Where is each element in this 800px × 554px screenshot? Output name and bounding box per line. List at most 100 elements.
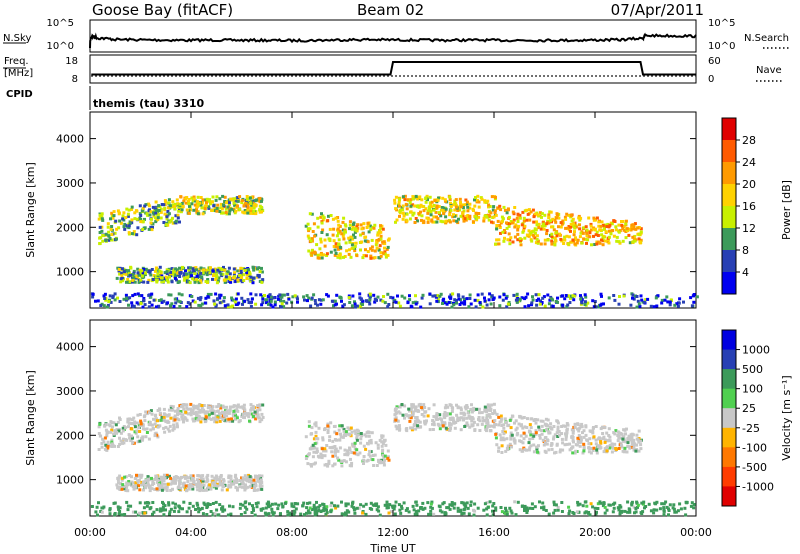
velocity-cell-1781 (181, 507, 184, 511)
power-cell-860 (140, 269, 144, 273)
power-cell-1077 (377, 238, 381, 242)
velocity-cell-805 (169, 488, 173, 492)
velocity-cell-751 (186, 483, 190, 487)
velocity-cell-1945 (194, 508, 197, 511)
power-cell-1108 (457, 217, 460, 221)
power-cell-694 (191, 277, 195, 281)
velocity-cell-1769 (532, 450, 536, 454)
velocity-cell-1899 (231, 505, 235, 509)
power-cell-1691 (533, 212, 537, 216)
velocity-cell-2186 (100, 510, 104, 514)
velocity-cell-1813 (95, 505, 99, 509)
velocity-cell-2289 (220, 507, 224, 511)
velocity-cell-409 (211, 416, 215, 420)
power-cell-732 (193, 271, 197, 275)
power-cell-2163 (373, 300, 377, 304)
velocity-cell-1946 (630, 500, 634, 504)
velocity-cell-1314 (477, 417, 480, 421)
power-cell-99 (112, 214, 116, 218)
velocity-cell-191 (124, 426, 128, 430)
power-cell-1707 (525, 208, 529, 212)
power-cell-2299 (488, 292, 492, 296)
power-cell-933 (336, 255, 340, 259)
velocity-cell-1840 (440, 510, 444, 514)
power-cell-1368 (444, 207, 448, 211)
power-cell-1732 (555, 212, 559, 216)
power-cell-1992 (485, 303, 489, 307)
velocity-cell-791 (182, 475, 186, 479)
power-cell-879 (332, 245, 336, 248)
power-cell-1069 (348, 240, 352, 244)
power-cell-2140 (191, 299, 195, 303)
power-cell-78 (134, 209, 138, 213)
velocity-cell-2235 (271, 513, 275, 517)
velocity-cell-2126 (617, 508, 621, 512)
power-cell-607 (171, 272, 175, 276)
velocity-cell-848 (117, 485, 121, 489)
velocity-cell-995 (356, 453, 360, 457)
power-cell-2254 (103, 297, 107, 300)
power-cell-90 (106, 222, 110, 226)
velocity-cell-1138 (409, 426, 413, 430)
velocity-cell-1448 (535, 445, 538, 449)
power-cell-2128 (389, 295, 393, 299)
power-cell-213 (156, 216, 160, 220)
power-cell-1906 (142, 297, 146, 300)
velocity-cell-1058 (383, 454, 387, 458)
velocity-cell-1022 (365, 459, 369, 463)
power-cell-1613 (497, 238, 501, 242)
velocity-cell-171 (104, 443, 108, 447)
velocity-cell-2292 (134, 510, 138, 514)
power-cell-1466 (628, 241, 632, 245)
velocity-cell-446 (195, 414, 199, 418)
velocity-cell-1066 (313, 422, 317, 426)
velocity-cell-1018 (323, 454, 327, 458)
velocity-cell-1355 (417, 420, 421, 424)
velocity-cell-830 (118, 474, 122, 478)
power-cell-1844 (408, 294, 411, 298)
power-cell-1422 (580, 241, 584, 245)
velocity-cell-1056 (314, 424, 318, 428)
power-cell-183 (143, 204, 147, 208)
velocity-cell-838 (191, 476, 194, 480)
power-cell-2220 (635, 305, 639, 309)
velocity-cell-889 (327, 462, 331, 466)
power-cell-147 (138, 204, 142, 208)
power-cell-1915 (644, 298, 648, 302)
power-cell-2132 (646, 297, 650, 301)
power-cell-1542 (584, 225, 588, 229)
velocity-cell-1762 (528, 430, 532, 434)
power-cell-2009 (333, 299, 337, 303)
velocity-cell-302 (182, 420, 185, 424)
velocity-cell-756 (201, 479, 205, 483)
velocity-cell-1913 (167, 503, 171, 507)
power-cell-926 (327, 214, 330, 218)
power-cell-1676 (546, 238, 550, 242)
power-cell-1318 (453, 214, 457, 218)
velocity-cell-1598 (525, 448, 528, 452)
x-tick-label-2: 08:00 (276, 526, 308, 539)
velocity-cell-2013 (259, 507, 263, 511)
velocity-cell-487 (189, 478, 193, 482)
power-cell-2221 (180, 293, 184, 297)
power-cell-1081 (319, 253, 323, 257)
velocity-cell-1350 (485, 416, 489, 420)
velocity-cell-2182 (423, 506, 427, 510)
freq-panel-frame (89, 54, 697, 84)
velocity-cell-1352 (416, 409, 420, 413)
power-cell-1541 (515, 216, 519, 220)
power-cell-2268 (348, 301, 352, 304)
power-cell-1664 (513, 235, 517, 239)
velocity-cell-165 (167, 429, 171, 433)
velocity-cell-2279 (340, 500, 343, 504)
velocity-cell-10 (164, 425, 168, 429)
power-cell-1349 (483, 214, 487, 218)
velocity-cell-2191 (308, 506, 312, 510)
velocity-cell-2031 (393, 504, 397, 508)
velocity-cell-1668 (572, 440, 575, 444)
cpid-label: CPID (6, 89, 33, 100)
velocity-cell-2183 (430, 500, 434, 504)
velocity-cell-936 (355, 428, 359, 432)
velocity-cell-201 (177, 418, 181, 422)
power-cell-519 (217, 276, 221, 280)
